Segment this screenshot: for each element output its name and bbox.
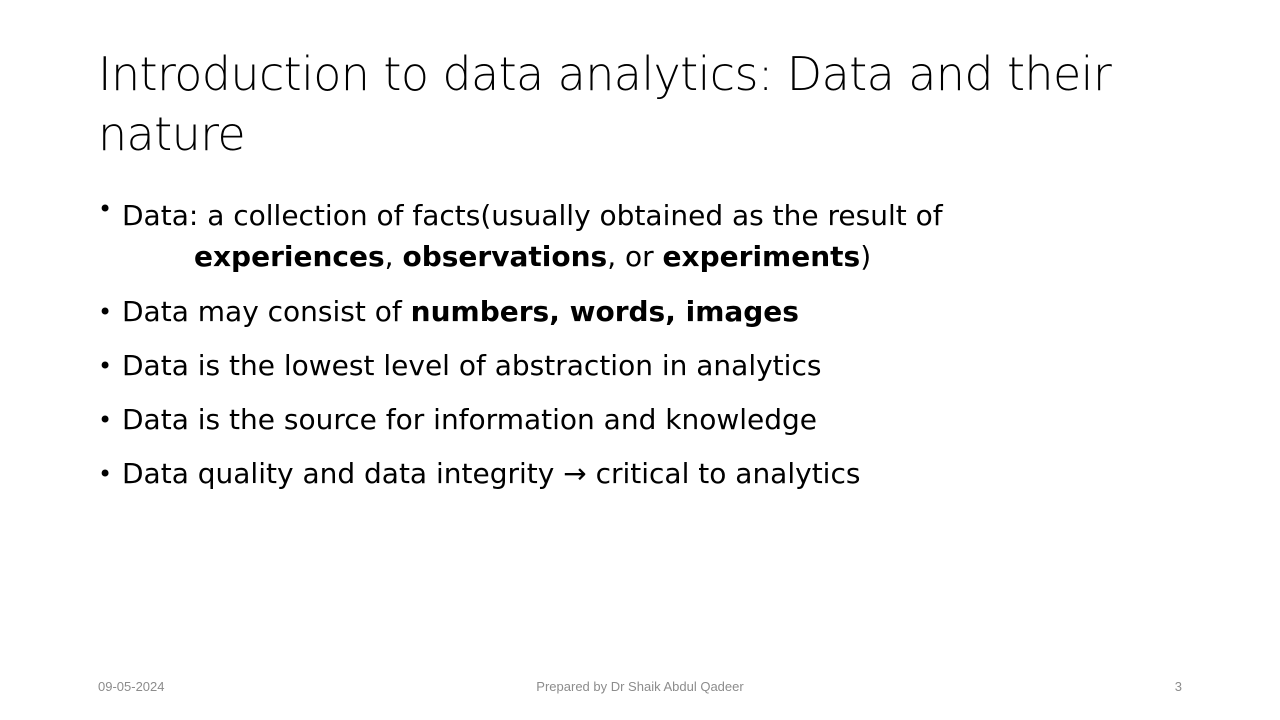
- bullet-item-2: • Data may consist of numbers, words, im…: [98, 291, 1198, 333]
- bullet-item-3: • Data is the lowest level of abstractio…: [98, 345, 1198, 387]
- bullet-dot: •: [98, 195, 113, 223]
- bullet-dot: •: [98, 352, 113, 380]
- bullet-4-text: Data is the source for information and k…: [122, 403, 818, 436]
- bullet-1-observations: observations: [402, 240, 608, 273]
- footer-date: 09-05-2024: [98, 679, 165, 694]
- bullet-dot: •: [98, 406, 113, 434]
- bullet-list: • Data: a collection of facts(usually ob…: [98, 195, 1198, 495]
- bullet-1-sep-1: ,: [384, 240, 403, 273]
- footer-page-number: 3: [1174, 679, 1182, 694]
- bullet-2-text: Data may consist of: [122, 295, 411, 328]
- bullet-1-close: ): [860, 240, 872, 273]
- bullet-2-bold-text: numbers, words, images: [410, 295, 799, 328]
- footer-author: Prepared by Dr Shaik Abdul Qadeer: [536, 679, 744, 694]
- bullet-1-sep-2: , or: [607, 240, 663, 273]
- bullet-3-text: Data is the lowest level of abstraction …: [122, 349, 822, 382]
- slide-title: Introduction to data analytics: Data and…: [98, 47, 1112, 161]
- bullet-item-4: • Data is the source for information and…: [98, 399, 1198, 441]
- bullet-dot: •: [98, 460, 113, 488]
- bullet-5-text: Data quality and data integrity → critic…: [122, 457, 861, 490]
- bullet-item-1: • Data: a collection of facts(usually ob…: [98, 195, 1198, 277]
- bullet-dot: •: [98, 298, 113, 326]
- bullet-item-5: • Data quality and data integrity → crit…: [98, 453, 1198, 495]
- bullet-1-experiences: experiences: [194, 240, 385, 273]
- bullet-1-text: Data: a collection of facts(usually obta…: [122, 199, 943, 232]
- bullet-1-experiments: experiments: [662, 240, 861, 273]
